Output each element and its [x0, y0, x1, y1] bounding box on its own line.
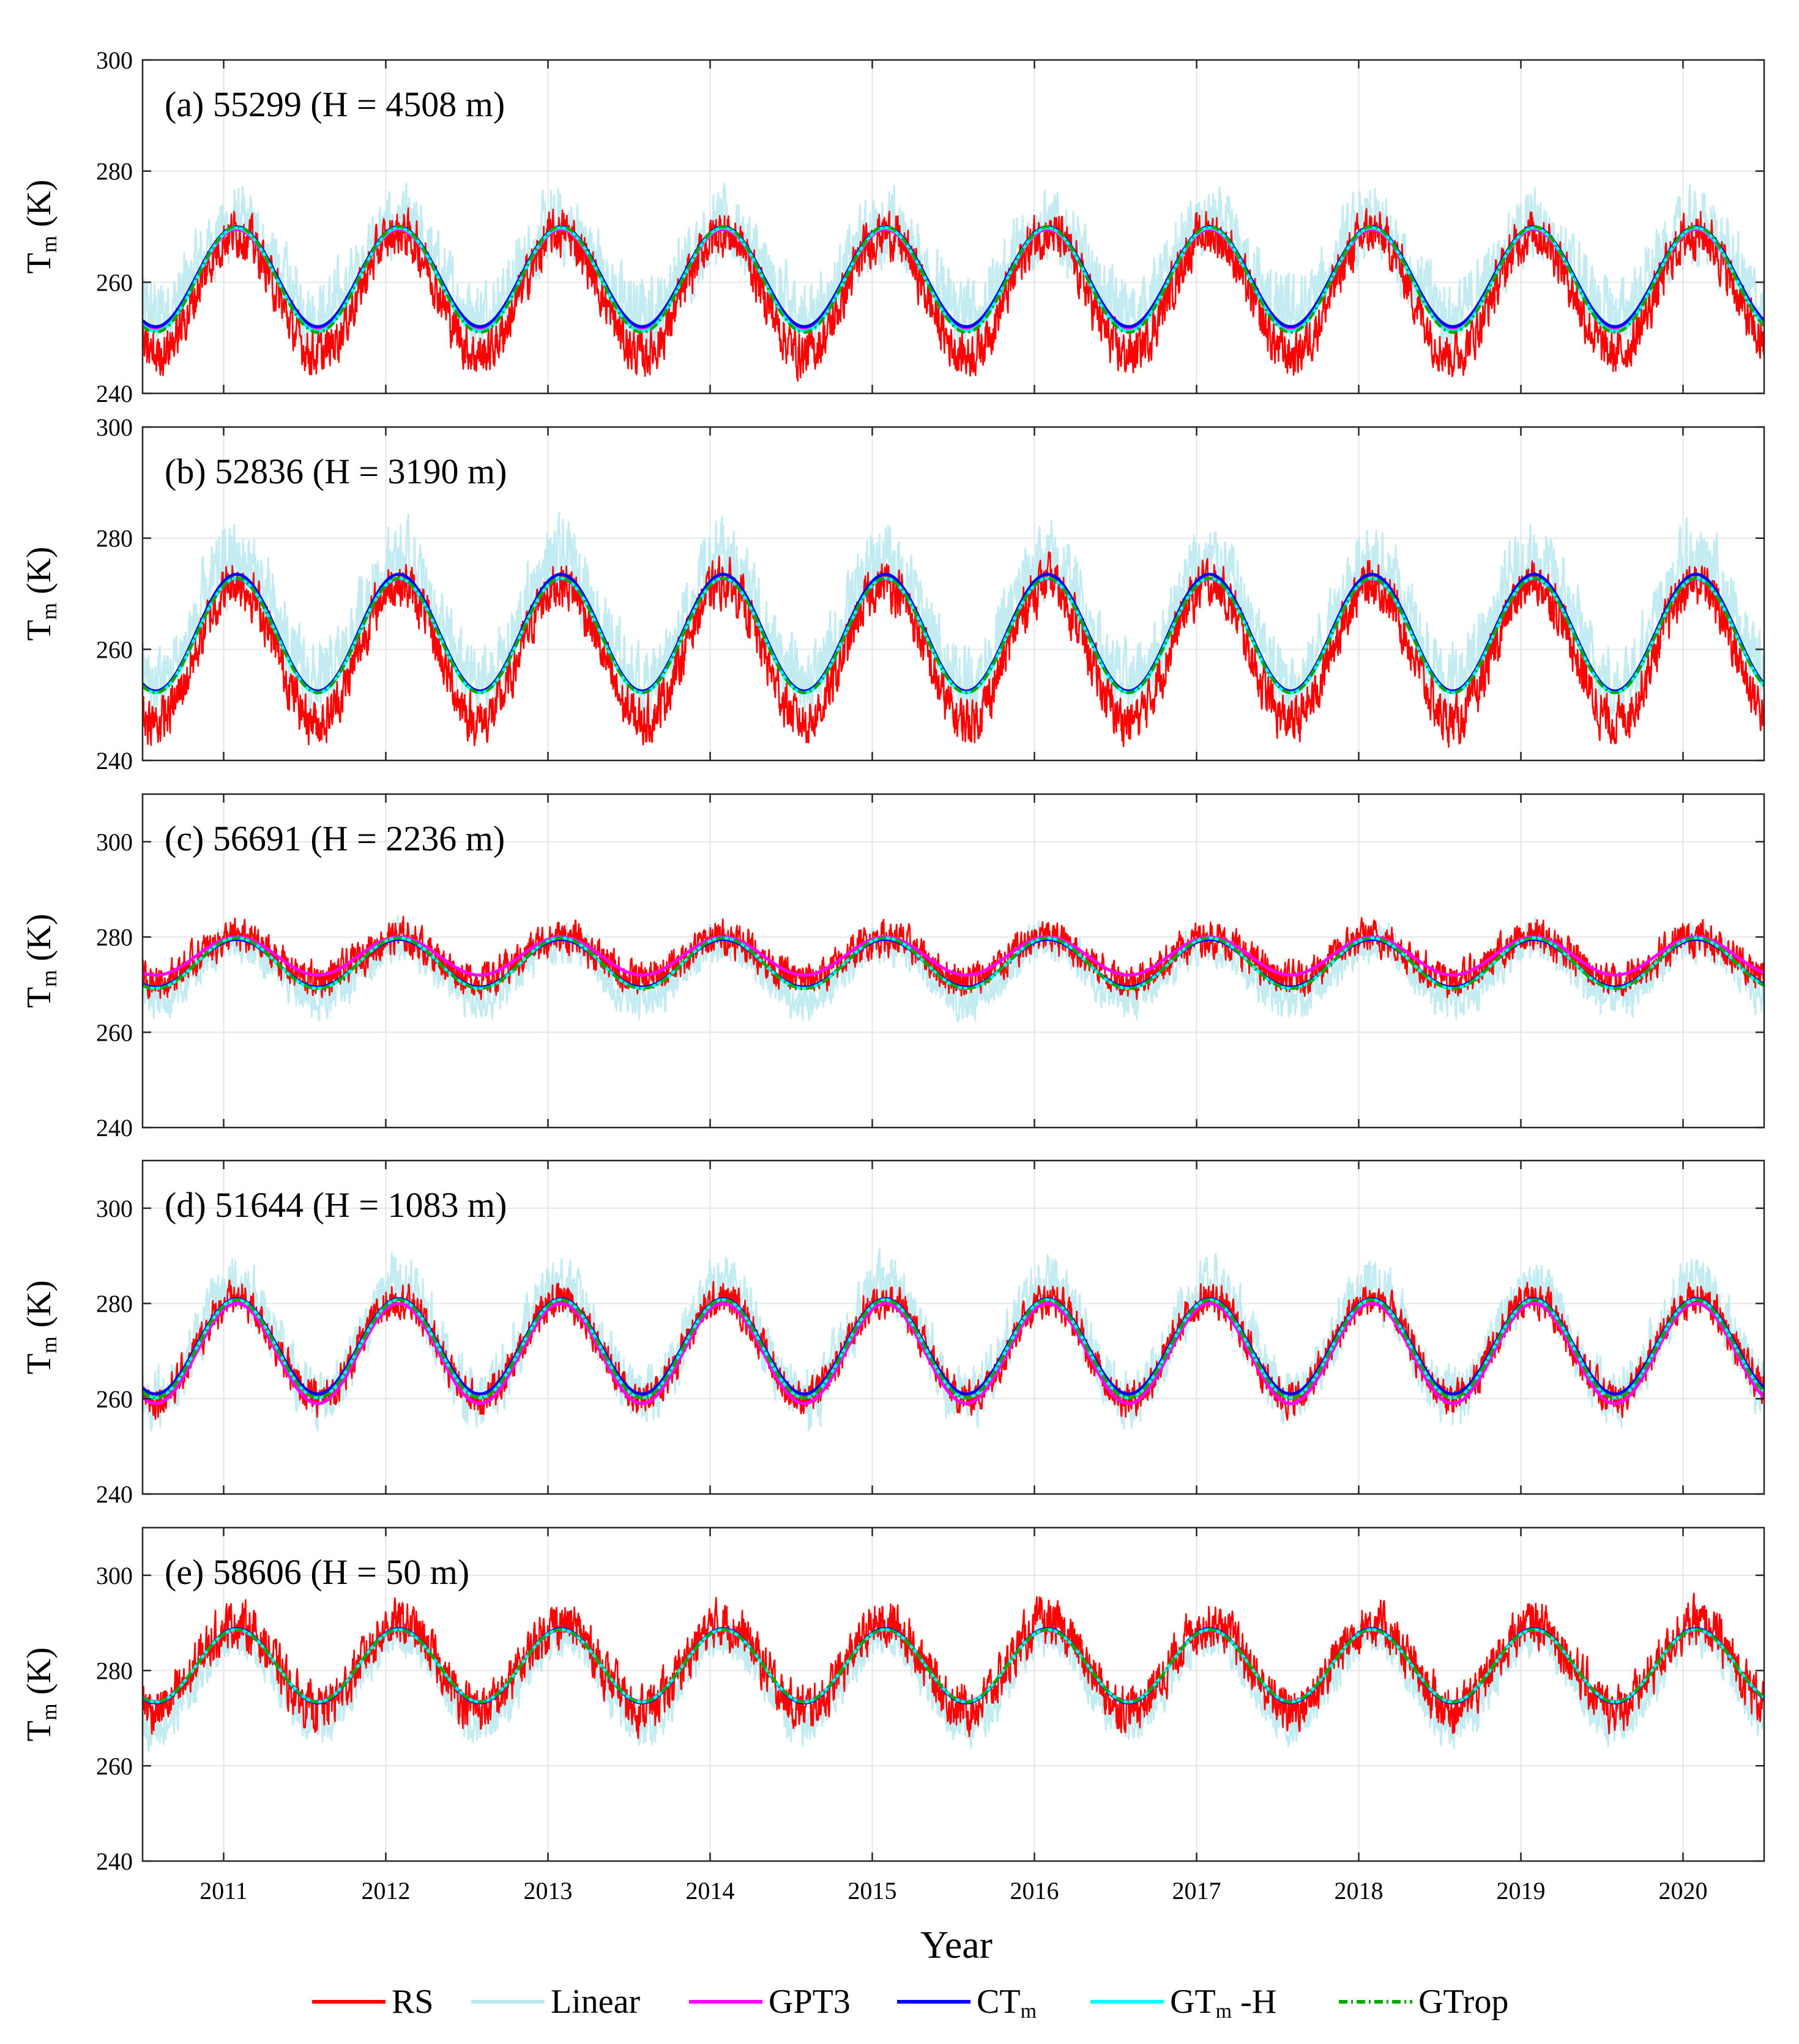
y-tick-label: 240 — [96, 1481, 133, 1508]
panels: 240 260 280 300 Tm (K) (a) 55299 (H = 4508 m)… — [20, 46, 1765, 1875]
legend-item-ctm: CTm — [897, 1983, 1037, 2023]
panel-label: (e) 58606 (H = 50 m) — [165, 1552, 469, 1592]
x-tick-label: 2017 — [1172, 1877, 1221, 1905]
series-group — [143, 182, 1764, 382]
legend-item-linear: Linear — [471, 1983, 640, 2021]
y-tick-label: 300 — [96, 828, 133, 856]
panel-a: 240 260 280 300 Tm (K) (a) 55299 (H = 4508 m) — [20, 46, 1765, 407]
panel-label: (c) 56691 (H = 2236 m) — [165, 819, 505, 858]
series-rs — [143, 207, 1764, 382]
series-gpt3 — [143, 935, 1764, 977]
y-tick-label: 260 — [96, 1752, 133, 1780]
y-tick-label: 280 — [96, 158, 133, 185]
panel-c: 240 260 280 300 Tm (K) (c) 56691 (H = 2236 m) — [20, 793, 1765, 1142]
y-tick-label: 280 — [96, 525, 133, 552]
legend: RS Linear GPT3 CTm GTm -H GTrop — [312, 1983, 1508, 2023]
series-gtrop — [143, 1298, 1764, 1400]
y-tick-label: 280 — [96, 924, 133, 951]
x-tick-label: 2015 — [848, 1877, 897, 1905]
legend-item-gpt3: GPT3 — [689, 1983, 851, 2021]
series-gtrop — [143, 225, 1764, 334]
x-axis: 2011 2012 2013 2014 2015 2016 2017 2018 2019 2020… — [199, 1877, 1707, 1966]
panel-label: (b) 52836 (H = 3190 m) — [165, 452, 507, 491]
y-axis-label: Tm (K) — [20, 914, 61, 1008]
legend-label: RS — [392, 1983, 434, 2021]
y-tick-label: 300 — [96, 46, 133, 74]
y-tick-label: 240 — [96, 1848, 133, 1875]
axes-box — [141, 1526, 1765, 1862]
series-gpt3 — [143, 1302, 1764, 1405]
panel-label: (a) 55299 (H = 4508 m) — [165, 84, 505, 124]
x-tick-label: 2016 — [1010, 1877, 1059, 1905]
y-tick-label: 260 — [96, 1019, 133, 1046]
series-group — [143, 511, 1764, 748]
series-rs — [143, 551, 1764, 748]
series-gtrop — [143, 936, 1764, 990]
legend-label: GPT3 — [769, 1983, 851, 2021]
series-gtrop — [143, 576, 1764, 694]
legend-item-gtmh: GTm -H — [1090, 1983, 1276, 2023]
panel-label: (d) 51644 (H = 1083 m) — [165, 1185, 507, 1225]
y-tick-label: 240 — [96, 747, 133, 775]
series-linear — [143, 1610, 1764, 1753]
x-tick-label: 2018 — [1335, 1877, 1384, 1905]
x-tick-label: 2019 — [1497, 1877, 1546, 1905]
y-tick-label: 260 — [96, 1385, 133, 1413]
x-tick-label: 2012 — [362, 1877, 411, 1905]
x-tick-label: 2014 — [686, 1877, 735, 1905]
series-gtrop — [143, 1628, 1764, 1704]
panel-e: 240 260 280 300 Tm (K) (e) 58606 (H = 50 m) — [20, 1526, 1765, 1875]
legend-label: CTm — [977, 1983, 1037, 2023]
axes-box — [141, 426, 1765, 762]
y-axis-label: Tm (K) — [20, 1648, 61, 1742]
legend-item-rs: RS — [312, 1983, 434, 2021]
series-group — [143, 1247, 1764, 1432]
x-tick-labels: 2011 2012 2013 2014 2015 2016 2017 2018 2019 2020 — [199, 1877, 1707, 1905]
x-tick-label: 2013 — [524, 1877, 573, 1905]
legend-label: GTm -H — [1170, 1983, 1276, 2023]
x-axis-label: Year — [920, 1923, 993, 1966]
legend-item-gtrop: GTrop — [1339, 1983, 1508, 2021]
y-tick-label: 300 — [96, 1195, 133, 1222]
axes-box — [141, 59, 1765, 395]
panel-d: 240 260 280 300 Tm (K) (d) 51644 (H = 1083 m) — [20, 1159, 1765, 1508]
y-axis-label: Tm (K) — [20, 1280, 61, 1375]
y-tick-label: 240 — [96, 1114, 133, 1142]
panel-b: 240 260 280 300 Tm (K) (b) 52836 (H = 3190 m) — [20, 414, 1765, 775]
x-tick-label: 2011 — [199, 1877, 248, 1905]
y-tick-label: 280 — [96, 1657, 133, 1685]
y-tick-label: 300 — [96, 1562, 133, 1589]
legend-label: Linear — [551, 1983, 640, 2021]
x-tick-label: 2020 — [1659, 1877, 1708, 1905]
axes-box — [141, 793, 1765, 1129]
legend-label: GTrop — [1418, 1983, 1508, 2021]
y-tick-label: 240 — [96, 380, 133, 407]
y-axis-label: Tm (K) — [20, 180, 61, 274]
y-tick-label: 300 — [96, 414, 133, 441]
y-tick-label: 260 — [96, 636, 133, 663]
axes-box — [141, 1159, 1765, 1495]
series-group — [143, 1592, 1764, 1753]
series-linear — [143, 915, 1764, 1023]
series-rs — [143, 1592, 1764, 1739]
y-tick-label: 280 — [96, 1290, 133, 1318]
series-rs — [143, 915, 1764, 1000]
y-tick-label: 260 — [96, 269, 133, 296]
plot-area — [143, 1161, 1764, 1494]
series-group — [143, 915, 1764, 1023]
y-axis-label: Tm (K) — [20, 547, 61, 641]
